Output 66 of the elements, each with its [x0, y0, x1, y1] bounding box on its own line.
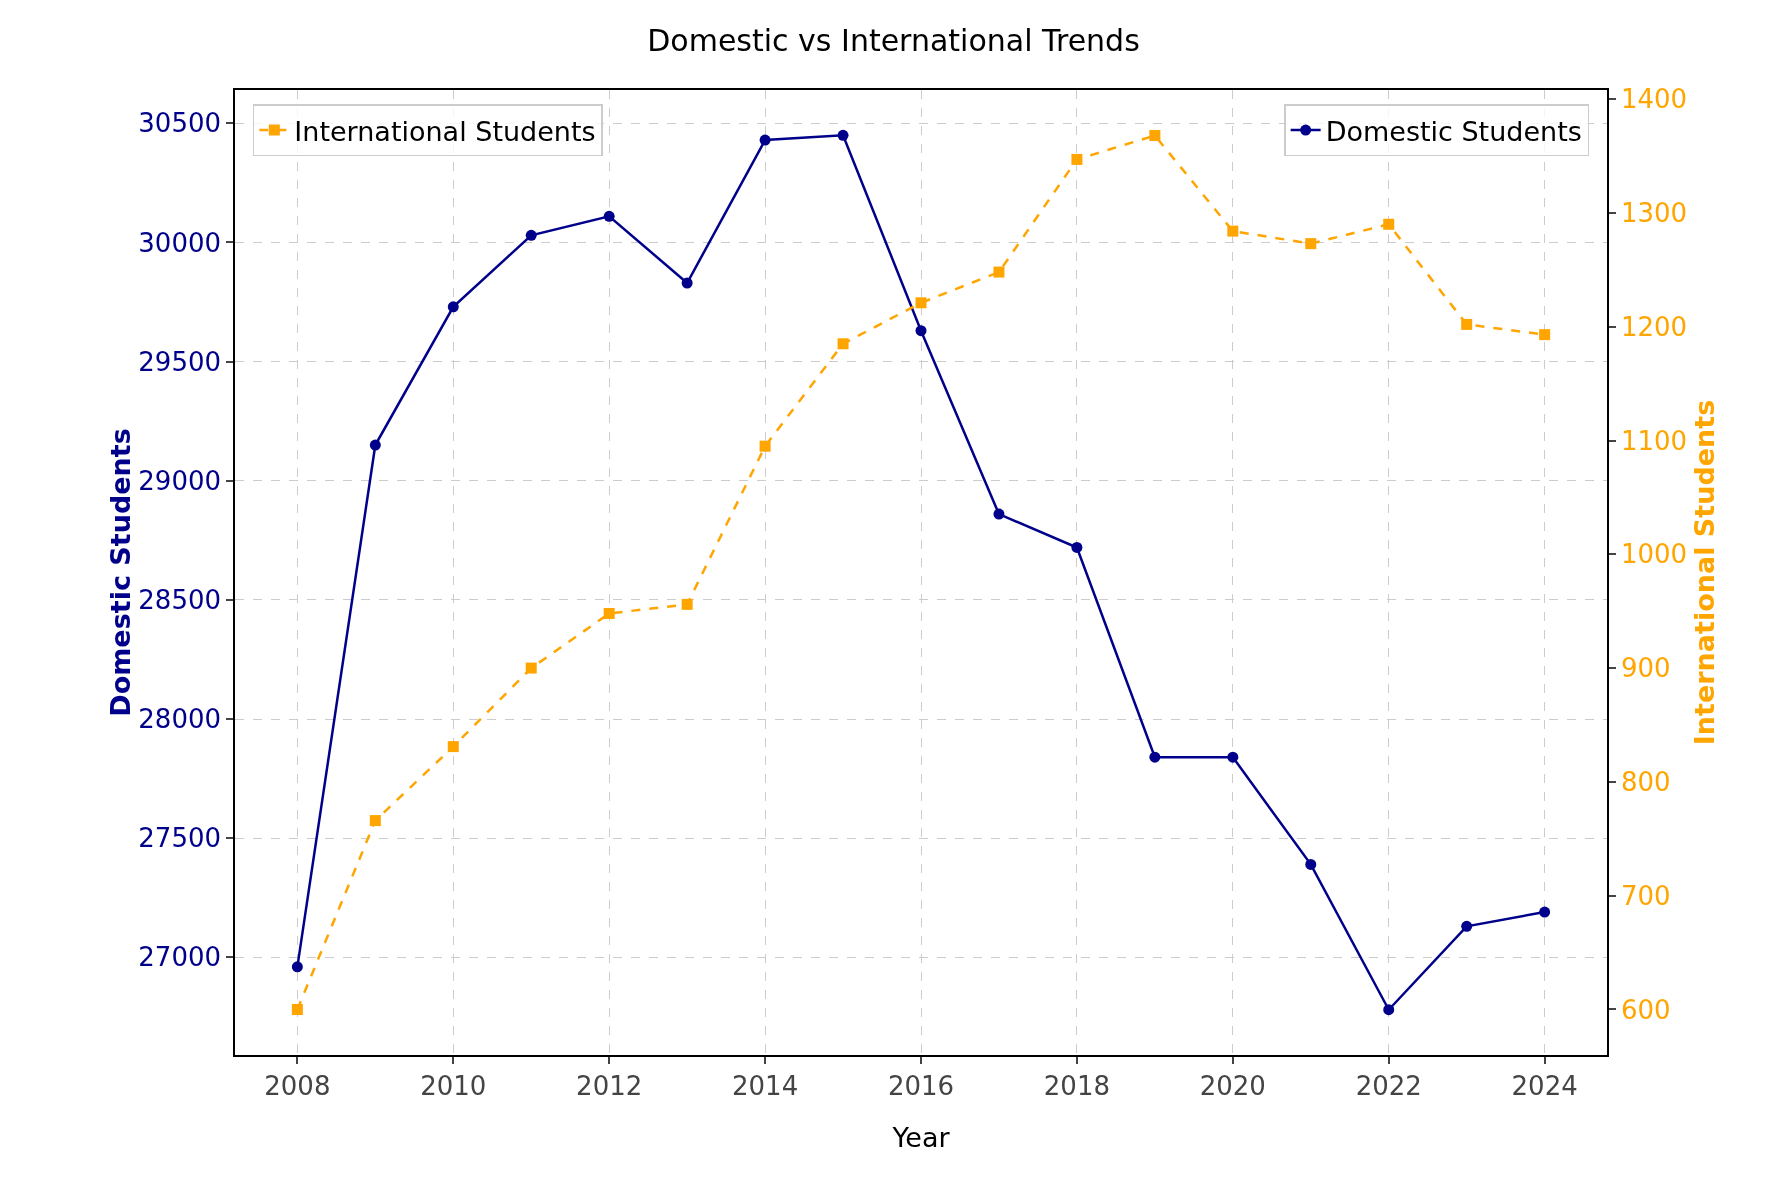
y2-tick-label: 800 [1620, 766, 1671, 797]
point [1305, 858, 1317, 870]
point [369, 439, 381, 451]
point [759, 440, 771, 452]
x-tick-label: 2014 [732, 1070, 799, 1101]
x-tick-label: 2022 [1355, 1070, 1422, 1101]
y2-tick-label: 600 [1620, 994, 1671, 1025]
y-axis-title: Domestic Students [105, 428, 137, 717]
x-tick-label: 2012 [576, 1070, 643, 1101]
point [447, 741, 459, 753]
x-tick-label: 2020 [1199, 1070, 1266, 1101]
point [525, 229, 537, 241]
y-tick-label: 28500 [138, 585, 222, 615]
y-tick-label: 30000 [138, 227, 222, 258]
y2-tick-label: 1200 [1620, 311, 1688, 342]
point [759, 134, 771, 146]
point [1071, 541, 1083, 553]
x-axis-title: Year [891, 1121, 951, 1153]
chart-title: Domestic vs International Trends [647, 22, 1140, 58]
y2-tick-label: 1300 [1620, 198, 1688, 228]
point [681, 598, 693, 610]
x-tick-label: 2008 [264, 1070, 331, 1101]
point [603, 210, 615, 222]
point [1305, 238, 1317, 250]
point [1539, 906, 1551, 918]
y-tick-label: 29500 [138, 346, 222, 377]
point [603, 607, 615, 619]
legend-label: Domestic Students [1325, 115, 1582, 147]
point [993, 266, 1005, 278]
y2-axis-title: International Students [1689, 399, 1721, 746]
y2-tick-label: 900 [1620, 653, 1671, 684]
y2-tick-label: 1000 [1620, 539, 1688, 570]
point [993, 508, 1005, 520]
legend-label: International Students [294, 115, 596, 147]
y2-tick-label: 1100 [1620, 425, 1688, 456]
x-tick-label: 2024 [1511, 1070, 1578, 1101]
point [837, 338, 849, 350]
point [1461, 920, 1473, 932]
point [1383, 1004, 1395, 1016]
point [1227, 751, 1239, 763]
y-tick-label: 30500 [138, 108, 222, 139]
point [291, 961, 303, 973]
point [447, 301, 459, 313]
point [1461, 318, 1473, 330]
point [1149, 130, 1161, 142]
point [915, 297, 927, 309]
y2-tick-label: 1400 [1620, 84, 1688, 115]
point [525, 662, 537, 674]
point [837, 129, 849, 141]
point [915, 325, 927, 337]
point [291, 1003, 303, 1015]
x-tick-label: 2010 [420, 1070, 487, 1101]
point [1071, 153, 1083, 165]
x-tick-label: 2016 [887, 1070, 955, 1101]
point [1227, 225, 1239, 237]
y-tick-label: 27500 [138, 823, 222, 854]
point [1149, 751, 1161, 763]
point [681, 277, 693, 289]
point [369, 815, 381, 827]
x-tick-label: 2018 [1043, 1070, 1110, 1101]
point [1383, 218, 1395, 230]
point [1539, 329, 1551, 341]
y-tick-label: 29000 [138, 465, 222, 496]
y-tick-label: 27000 [138, 942, 222, 973]
y-tick-label: 28000 [138, 704, 222, 735]
y2-tick-label: 700 [1620, 880, 1671, 911]
